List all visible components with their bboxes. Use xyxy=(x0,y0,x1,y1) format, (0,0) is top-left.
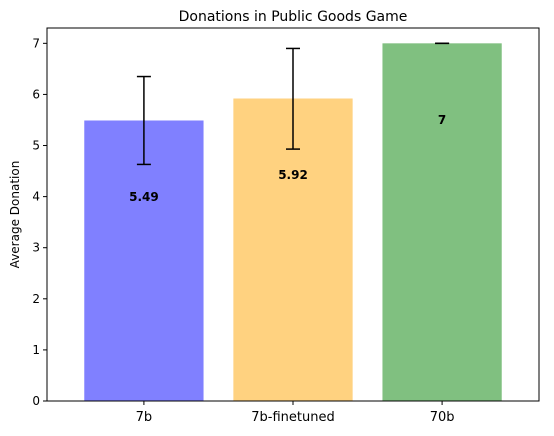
x-tick-label-70b: 70b xyxy=(430,410,455,425)
bar-value-label-7b: 5.49 xyxy=(129,190,159,204)
y-tick-label-6: 6 xyxy=(32,87,40,101)
y-tick-label-0: 0 xyxy=(32,394,40,408)
y-tick-label-7: 7 xyxy=(32,36,40,50)
y-tick-label-2: 2 xyxy=(32,292,40,306)
bar-value-label-7b-finetuned: 5.92 xyxy=(278,168,308,182)
plot-area: 5.49 7b 5.92 7b-finetuned 7 70b 0 1 2 3 4 5 6 7 xyxy=(32,27,540,425)
axes-frame xyxy=(46,27,540,402)
y-tick-label-1: 1 xyxy=(32,343,40,357)
y-tick-label-5: 5 xyxy=(32,139,40,153)
error-bar-7b-finetuned xyxy=(286,47,300,150)
bar-70b xyxy=(382,43,502,401)
bar-7b xyxy=(84,120,204,402)
x-tick-label-7b: 7b xyxy=(136,410,153,425)
y-tick-label-3: 3 xyxy=(32,241,40,255)
bar-value-label-70b: 7 xyxy=(438,113,446,127)
y-axis-label: Average Donation xyxy=(8,161,22,269)
error-bar-7b xyxy=(136,75,151,166)
y-tick-label-4: 4 xyxy=(32,190,40,204)
chart-title: Donations in Public Goods Game xyxy=(179,9,408,25)
x-tick-label-7b-finetuned: 7b-finetuned xyxy=(251,410,334,425)
